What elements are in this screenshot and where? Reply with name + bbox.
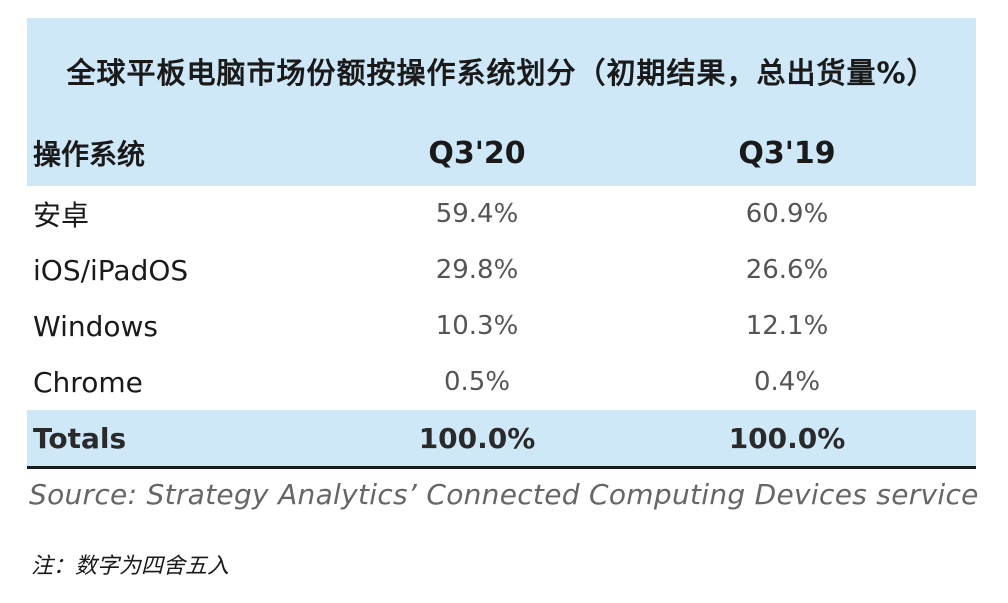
source-text: Source: Strategy Analytics’ Connected Co… bbox=[29, 478, 979, 511]
table-row: Windows 10.3% 12.1% bbox=[27, 298, 976, 354]
value-q3-20: 59.4% bbox=[435, 199, 519, 229]
totals-q3-19: 100.0% bbox=[728, 421, 846, 455]
header-row: 操作系统 Q3'20 Q3'19 bbox=[27, 120, 976, 186]
os-name: 安卓 bbox=[33, 199, 90, 232]
totals-q3-20: 100.0% bbox=[418, 421, 536, 455]
totals-label: Totals bbox=[33, 421, 127, 455]
table-title: 全球平板电脑市场份额按操作系统划分（初期结果，总出货量%） bbox=[27, 18, 976, 120]
value-q3-20: 0.5% bbox=[443, 367, 511, 397]
value-q3-20: 29.8% bbox=[435, 255, 519, 285]
value-q3-19: 12.1% bbox=[745, 311, 829, 341]
table-row: 安卓 59.4% 60.9% bbox=[27, 186, 976, 242]
table-row: Chrome 0.5% 0.4% bbox=[27, 354, 976, 410]
os-name: Windows bbox=[33, 309, 158, 343]
market-share-table: 全球平板电脑市场份额按操作系统划分（初期结果，总出货量%） 操作系统 Q3'20… bbox=[27, 18, 976, 469]
value-q3-20: 10.3% bbox=[435, 311, 519, 341]
table-row: iOS/iPadOS 29.8% 26.6% bbox=[27, 242, 976, 298]
value-q3-19: 60.9% bbox=[745, 199, 829, 229]
header-q3-20: Q3'20 bbox=[428, 135, 526, 171]
footnote: 注：数字为四舍五入 bbox=[31, 554, 230, 579]
value-q3-19: 26.6% bbox=[745, 255, 829, 285]
os-name: Chrome bbox=[33, 365, 143, 399]
os-name: iOS/iPadOS bbox=[33, 253, 189, 287]
value-q3-19: 0.4% bbox=[753, 367, 821, 397]
header-os: 操作系统 bbox=[33, 138, 146, 171]
totals-row: Totals 100.0% 100.0% bbox=[27, 410, 976, 469]
header-q3-19: Q3'19 bbox=[738, 135, 836, 171]
